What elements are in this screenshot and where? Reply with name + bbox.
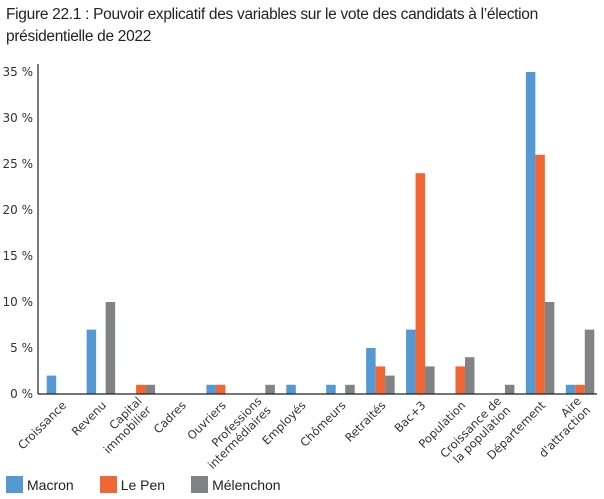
bar-lepen	[375, 366, 386, 394]
x-tick-label: Professionsintermédiaires	[196, 394, 274, 470]
legend-label: Le Pen	[120, 476, 166, 493]
legend: Macron Le Pen Mélenchon	[6, 476, 281, 493]
x-tick-label-line: Revenu	[69, 398, 109, 438]
legend-item: Le Pen	[99, 476, 166, 493]
x-tick-label: Bac+3	[392, 398, 429, 435]
bar-macron	[206, 384, 216, 394]
bar-macron	[366, 348, 376, 394]
bar-chart: 0 % 5 % 10 % 15 % 20 % 25 % 30 % 35 % Croissance…	[3, 64, 597, 470]
legend-item: Macron	[6, 476, 74, 493]
bar-lepen	[575, 384, 585, 394]
x-tick-label: Cadres	[151, 398, 189, 436]
y-tick-label: 35 %	[3, 65, 34, 79]
x-tick-label-line: Cadres	[151, 398, 189, 436]
bar-macron	[565, 384, 576, 394]
bar-mlenchon	[465, 357, 475, 394]
legend-swatch	[99, 476, 117, 493]
bar-macron	[46, 375, 57, 394]
bar-mlenchon	[504, 384, 515, 394]
bar-mlenchon	[385, 375, 395, 394]
bar-mlenchon	[105, 302, 116, 394]
y-tick-label: 5 %	[10, 341, 33, 355]
bar-lepen	[455, 366, 465, 394]
legend-label: Mélenchon	[212, 476, 281, 493]
bar-macron	[86, 329, 97, 394]
x-tick-label-line: Retraités	[342, 398, 388, 444]
y-tick-label: 20 %	[3, 203, 34, 217]
x-tick-label: Retraités	[342, 398, 388, 444]
y-tick-label: 30 %	[3, 111, 34, 125]
bar-lepen	[215, 384, 226, 394]
y-tick-label: 10 %	[3, 295, 34, 309]
bar-mlenchon	[425, 366, 435, 394]
bar-mlenchon	[265, 384, 275, 394]
legend-item: Mélenchon	[191, 476, 281, 493]
chart-title-line-2: présidentielle de 2022	[6, 28, 152, 45]
bar-macron	[525, 72, 536, 394]
x-tick-label: Croissance dela population	[437, 394, 513, 470]
x-tick-label-line: Bac+3	[392, 398, 429, 435]
bar-lepen	[415, 173, 426, 394]
x-tick-label: Croissance	[15, 398, 69, 452]
bar-macron	[326, 384, 336, 394]
bar-lepen	[136, 384, 146, 394]
y-tick-label: 25 %	[3, 157, 34, 171]
bar-lepen	[535, 154, 545, 394]
bar-macron	[286, 384, 296, 394]
chart-title-line-1: Figure 22.1 : Pouvoir explicatif des var…	[6, 6, 538, 23]
legend-swatch	[6, 476, 23, 493]
bar-macron	[406, 329, 416, 394]
y-tick-label: 0 %	[10, 387, 33, 401]
bar-mlenchon	[145, 384, 156, 394]
x-tick-label: Revenu	[69, 398, 109, 438]
bar-mlenchon	[584, 329, 595, 394]
x-tick-label-line: Croissance	[15, 398, 69, 452]
chart-title: Figure 22.1 : Pouvoir explicatif des var…	[6, 4, 538, 48]
y-tick-label: 15 %	[3, 249, 34, 263]
legend-swatch	[191, 476, 209, 493]
bar-mlenchon	[345, 384, 355, 394]
legend-label: Macron	[27, 476, 74, 493]
bar-mlenchon	[544, 302, 555, 394]
